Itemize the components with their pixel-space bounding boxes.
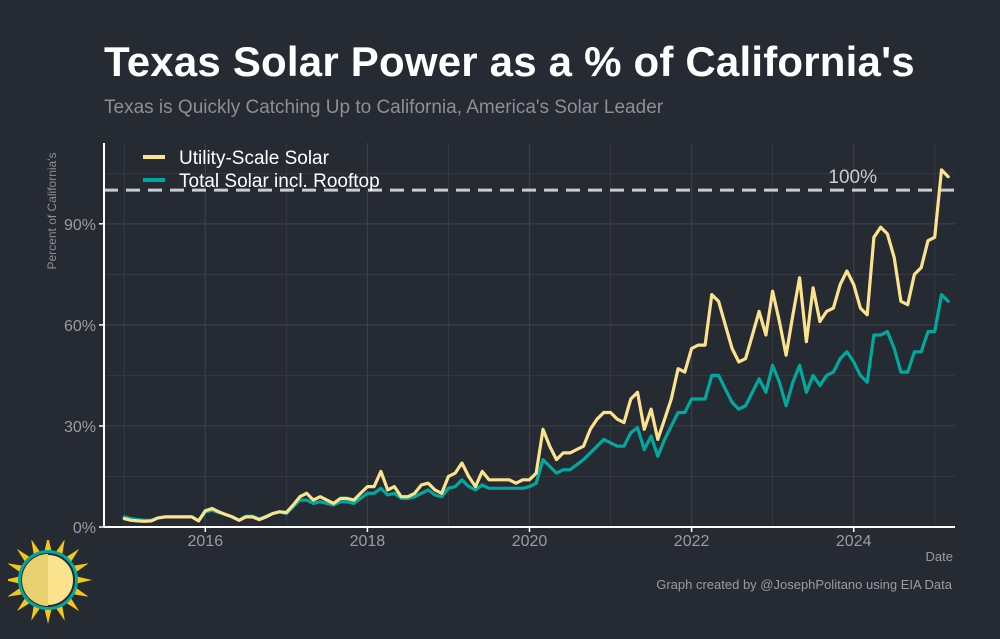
grid [104, 143, 955, 527]
sun-ray-icon [73, 587, 89, 597]
chart-title: Texas Solar Power as a % of California's [104, 38, 915, 85]
sun-logo-icon [8, 540, 92, 624]
reference-line-label: 100% [828, 167, 877, 188]
y-tick-label: 0% [73, 520, 96, 537]
x-tick-label: 2016 [188, 533, 224, 550]
legend-label-utility-scale-solar: Utility-Scale Solar [179, 148, 330, 169]
sun-shade-icon [22, 554, 48, 606]
source-caption: Graph created by @JosephPolitano using E… [656, 577, 952, 592]
y-tick-label: 90% [64, 217, 96, 234]
sun-ray-icon [8, 563, 23, 573]
chart-subtitle: Texas is Quickly Catching Up to Californ… [104, 97, 664, 118]
legend-label-total-solar: Total Solar incl. Rooftop [179, 171, 380, 192]
sun-ray-icon [8, 576, 20, 584]
y-tick-label: 60% [64, 318, 96, 335]
legend: Utility-Scale Solar Total Solar incl. Ro… [143, 148, 380, 192]
y-tick-label: 30% [64, 419, 96, 436]
sun-ray-icon [73, 563, 89, 573]
y-axis-label: Percent of California's [45, 152, 59, 269]
sun-ray-icon [44, 608, 52, 624]
sun-ray-icon [31, 540, 41, 555]
sun-ray-icon [8, 587, 23, 597]
axes: 2016 2018 2020 2022 2024 0% 30% 60% 90% [64, 143, 955, 550]
sun-ray-icon [31, 605, 41, 621]
x-axis-label: Date [926, 549, 953, 564]
sun-ray-icon [55, 540, 65, 555]
x-tick-label: 2024 [836, 533, 872, 550]
sun-ray-icon [55, 605, 65, 621]
series-line-total-solar-incl-rooftop [122, 293, 950, 523]
sun-ray-icon [76, 576, 92, 584]
sun-ray-icon [44, 540, 52, 552]
x-tick-label: 2022 [674, 533, 710, 550]
series-group [122, 168, 950, 523]
series-line-utility-scale-solar [122, 168, 950, 523]
x-tick-label: 2020 [512, 533, 548, 550]
x-tick-label: 2018 [350, 533, 386, 550]
